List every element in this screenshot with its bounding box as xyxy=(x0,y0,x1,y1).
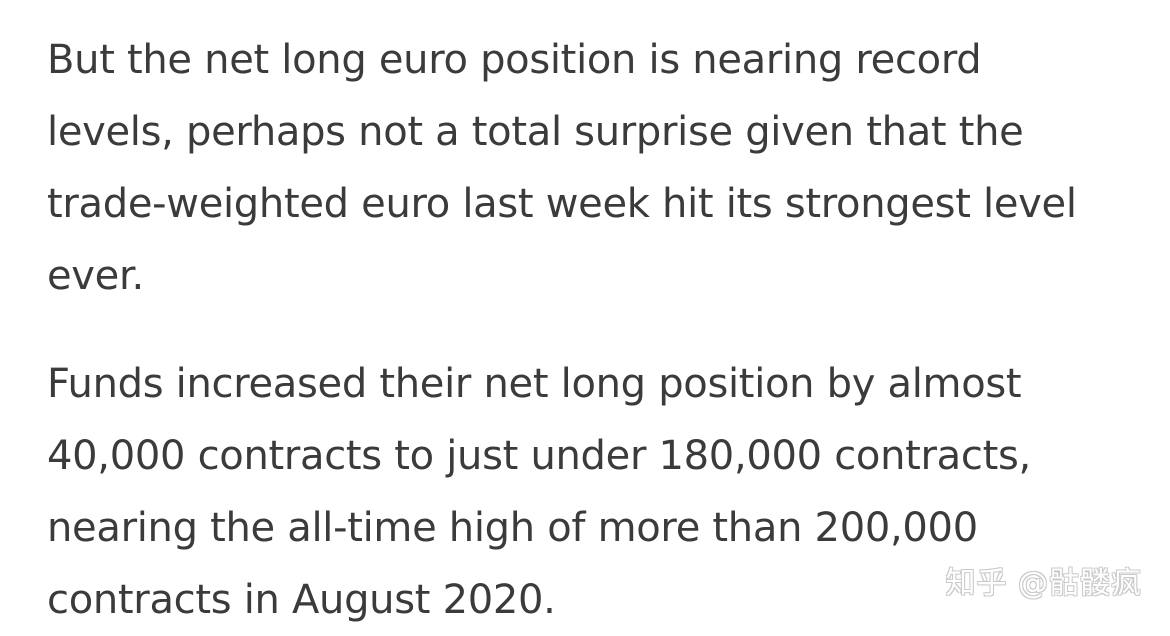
text-line: nearing the all-time high of more than 2… xyxy=(47,505,978,551)
text-line: levels, perhaps not a total surprise giv… xyxy=(47,109,1024,155)
text-line: Funds increased their net long position … xyxy=(47,361,1022,407)
article-body: But the net long euro position is nearin… xyxy=(47,24,1137,636)
zhihu-watermark: 知乎 @骷髅疯 xyxy=(945,566,1142,601)
paragraph-funds-contracts: Funds increased their net long position … xyxy=(47,348,1137,636)
text-line: contracts in August 2020. xyxy=(47,577,556,623)
text-line: 40,000 contracts to just under 180,000 c… xyxy=(47,433,1031,479)
paragraph-euro-position: But the net long euro position is nearin… xyxy=(47,24,1137,312)
text-line: But the net long euro position is nearin… xyxy=(47,37,982,83)
text-line: trade-weighted euro last week hit its st… xyxy=(47,181,1077,227)
text-line: ever. xyxy=(47,253,144,299)
